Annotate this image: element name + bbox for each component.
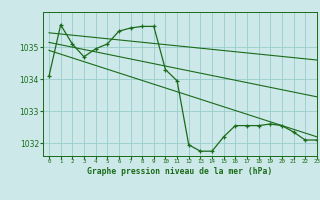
X-axis label: Graphe pression niveau de la mer (hPa): Graphe pression niveau de la mer (hPa) [87,167,273,176]
